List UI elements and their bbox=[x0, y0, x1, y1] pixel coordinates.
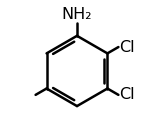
Text: Cl: Cl bbox=[119, 87, 135, 102]
Text: NH₂: NH₂ bbox=[62, 7, 92, 22]
Text: Cl: Cl bbox=[119, 40, 135, 55]
